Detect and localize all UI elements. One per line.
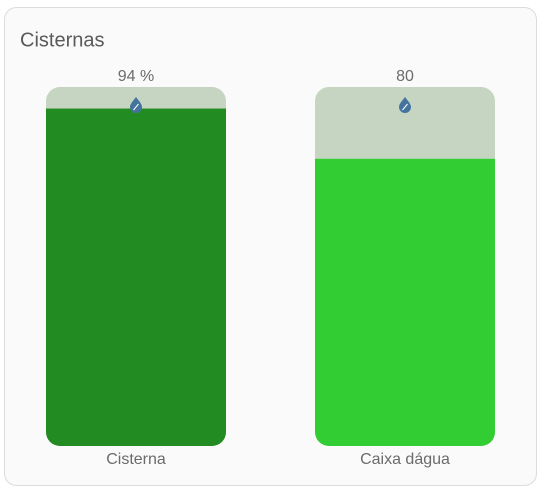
gauge-value: 94 % (118, 68, 154, 85)
gauge-value: 80 (396, 68, 414, 85)
water-percent-icon (130, 97, 142, 113)
gauge-name: Cisterna (106, 451, 166, 468)
gauges: 94 % Cisterna 80 Caixa dágua (46, 68, 495, 468)
gauge-fill (315, 158, 495, 446)
gauge-name: Caixa dágua (360, 451, 450, 468)
water-percent-icon (399, 97, 411, 113)
gauge-fill (46, 108, 226, 446)
card-title: Cisternas (20, 29, 104, 51)
